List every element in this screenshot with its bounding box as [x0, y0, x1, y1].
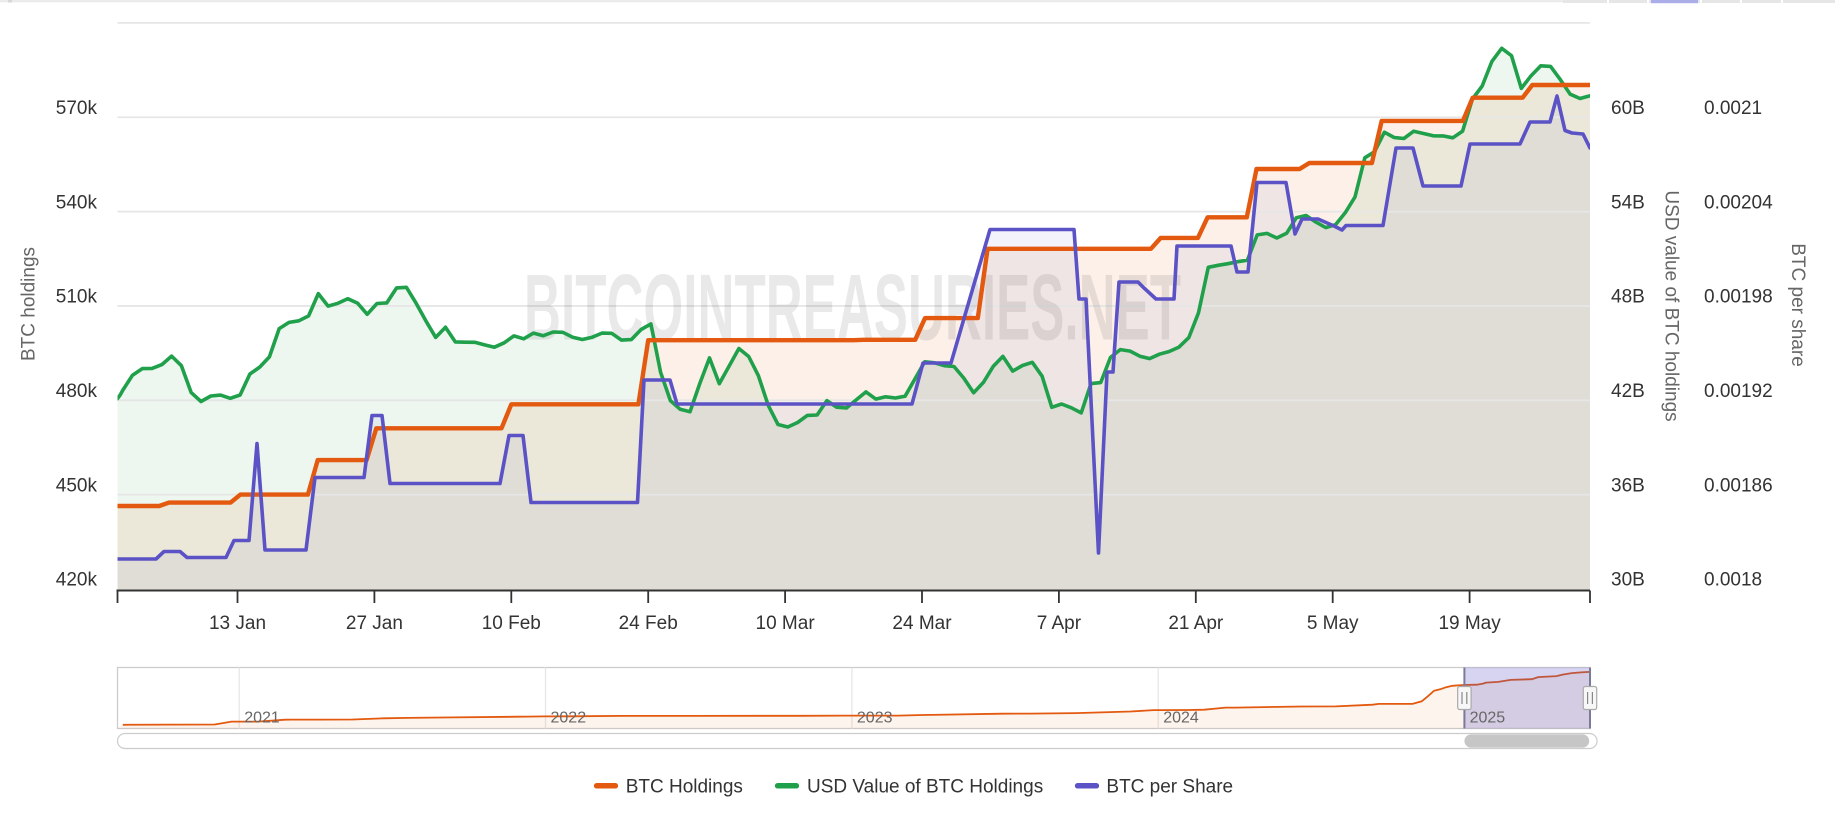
svg-text:2023: 2023 [857, 710, 893, 727]
svg-text:570k: 570k [56, 98, 98, 119]
svg-text:480k: 480k [56, 381, 98, 402]
svg-text:13 Jan: 13 Jan [209, 613, 266, 634]
svg-text:0.00192: 0.00192 [1704, 381, 1773, 402]
svg-text:5 May: 5 May [1307, 613, 1359, 634]
svg-text:10 Feb: 10 Feb [482, 613, 541, 634]
svg-text:450k: 450k [56, 475, 98, 496]
svg-text:BTC Holdings: BTC Holdings [626, 776, 743, 797]
svg-text:0.00204: 0.00204 [1704, 192, 1773, 213]
svg-text:2025: 2025 [1470, 710, 1506, 727]
svg-text:USD Value of BTC Holdings: USD Value of BTC Holdings [807, 776, 1043, 797]
svg-text:BTC per share: BTC per share [1787, 243, 1808, 367]
svg-text:0.00186: 0.00186 [1704, 475, 1773, 496]
svg-text:0.00198: 0.00198 [1704, 287, 1773, 308]
svg-text:0.0018: 0.0018 [1704, 570, 1762, 591]
svg-text:2022: 2022 [551, 710, 587, 727]
svg-text:27 Jan: 27 Jan [346, 613, 403, 634]
svg-text:42B: 42B [1611, 381, 1645, 402]
svg-text:36B: 36B [1611, 475, 1645, 496]
svg-text:60B: 60B [1611, 98, 1645, 119]
svg-text:10 Mar: 10 Mar [756, 613, 816, 634]
svg-text:540k: 540k [56, 192, 98, 213]
svg-text:BTC holdings: BTC holdings [19, 247, 40, 361]
svg-text:30B: 30B [1611, 570, 1645, 591]
svg-text:2021: 2021 [244, 710, 280, 727]
svg-text:0.0021: 0.0021 [1704, 98, 1762, 119]
svg-text:24 Mar: 24 Mar [892, 613, 952, 634]
svg-text:48B: 48B [1611, 287, 1645, 308]
svg-text:BITCOINTREASURIES.NET: BITCOINTREASURIES.NET [524, 255, 1181, 360]
svg-text:510k: 510k [56, 287, 98, 308]
svg-text:BTC per Share: BTC per Share [1106, 776, 1233, 797]
svg-text:24 Feb: 24 Feb [619, 613, 678, 634]
svg-text:21 Apr: 21 Apr [1168, 613, 1224, 634]
svg-text:2024: 2024 [1163, 710, 1199, 727]
svg-text:USD value of BTC holdings: USD value of BTC holdings [1661, 190, 1682, 421]
svg-text:54B: 54B [1611, 192, 1645, 213]
svg-text:7 Apr: 7 Apr [1037, 613, 1082, 634]
svg-text:19 May: 19 May [1438, 613, 1501, 634]
svg-text:420k: 420k [56, 570, 98, 591]
